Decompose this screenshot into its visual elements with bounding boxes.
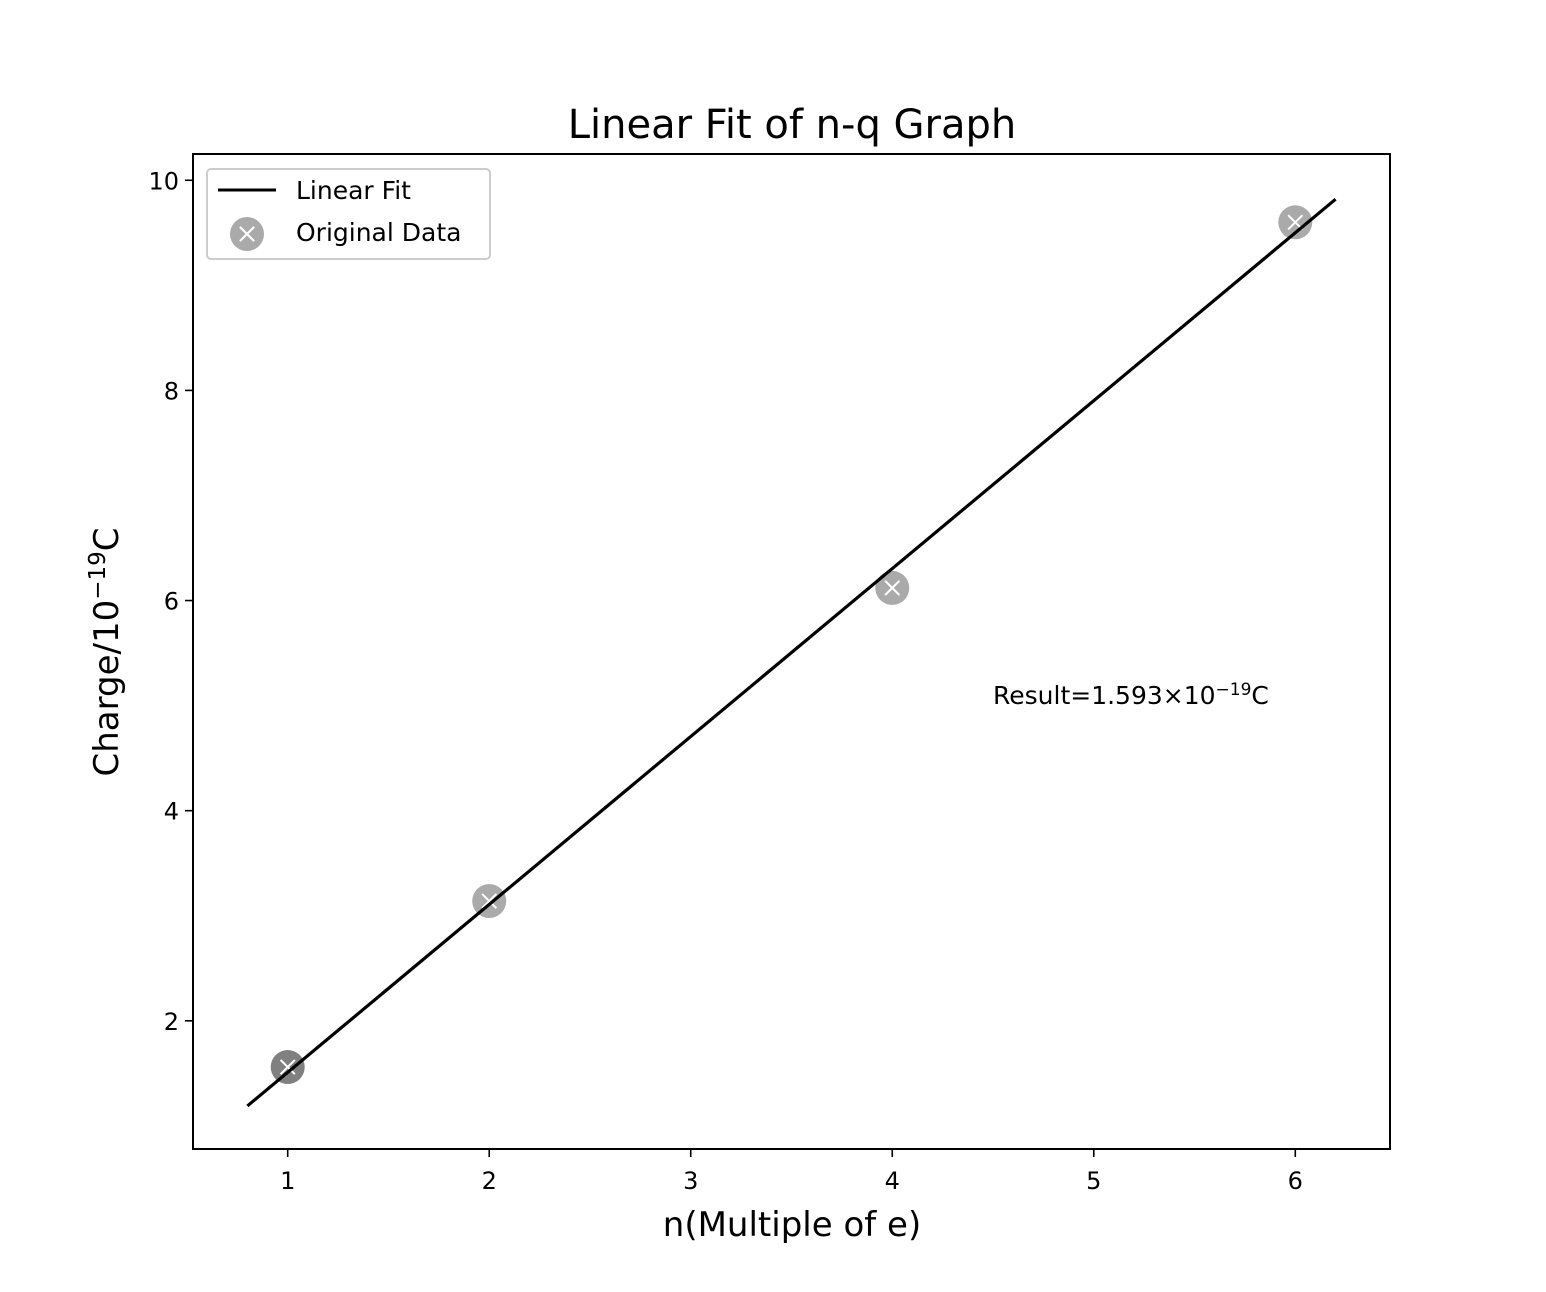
result-annotation: Result=1.593×10−19C (993, 680, 1269, 710)
legend-marker-swatch (230, 217, 264, 251)
marker-cross-b (884, 580, 901, 596)
y-axis-label-base: Charge/10 (87, 600, 127, 777)
x-tick-label: 3 (683, 1167, 698, 1195)
x-tick-label: 1 (280, 1167, 295, 1195)
data-point (875, 570, 910, 605)
y-axis-label-unit: C (87, 527, 127, 551)
y-axis-ticks: 2 4 6 8 10 (148, 167, 193, 1036)
x-tick-label: 4 (885, 1167, 900, 1195)
x-axis-label: n(Multiple of e) (663, 1205, 921, 1245)
y-axis-label-exponent: −19 (85, 551, 111, 600)
y-tick-label: 8 (164, 377, 179, 405)
marker-cross-b (1287, 214, 1304, 231)
x-axis-ticks: 1 2 3 4 5 6 (280, 1149, 1303, 1195)
y-tick-label: 10 (148, 167, 179, 195)
chart-title: Linear Fit of n-q Graph (568, 102, 1017, 148)
axes-frame (192, 153, 1391, 1150)
y-axis-label: Charge/10−19C (85, 527, 127, 776)
legend-item-original-data: Original Data (296, 218, 461, 247)
marker-cross-b (279, 1059, 296, 1075)
data-point (270, 1050, 305, 1085)
result-annotation-prefix: Result=1.593×10 (993, 681, 1216, 710)
result-annotation-unit: C (1251, 681, 1268, 710)
x-tick-label: 2 (482, 1167, 497, 1195)
legend-marker (230, 217, 264, 251)
x-tick-label: 5 (1086, 1167, 1101, 1195)
result-annotation-exponent: −19 (1216, 680, 1252, 700)
plot-area (246, 197, 1337, 1108)
x-tick-label: 6 (1288, 1167, 1303, 1195)
legend-item-linear-fit: Linear Fit (296, 176, 411, 205)
y-tick-label: 4 (164, 798, 179, 826)
y-tick-label: 6 (164, 588, 179, 616)
marker-cross-b (239, 226, 255, 242)
legend-box (206, 168, 491, 260)
linear-fit-line (246, 197, 1337, 1108)
y-tick-label: 2 (164, 1008, 179, 1036)
legend: Linear Fit Original Data (206, 168, 491, 260)
marker-cross-b (481, 893, 498, 909)
